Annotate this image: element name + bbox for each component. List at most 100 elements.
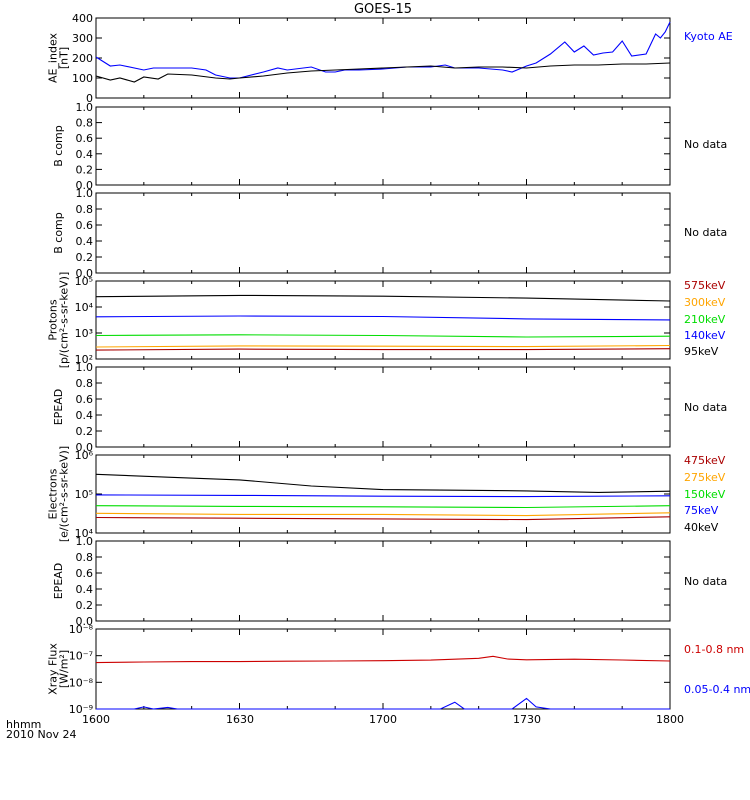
- y-tick-label: 10⁻⁸: [69, 676, 94, 689]
- y-tick-label: 0.8: [76, 551, 94, 564]
- y-tick-label: 0.2: [76, 251, 94, 264]
- y-tick-label: 0.2: [76, 163, 94, 176]
- no-data-label: No data: [684, 138, 727, 151]
- y-tick-label: 10⁻⁸: [69, 623, 94, 636]
- legend-label: 275keV: [684, 471, 726, 484]
- y-tick-label: 10⁵: [75, 488, 93, 501]
- legend-label: 140keV: [684, 329, 726, 342]
- series-line-275kev: [95, 512, 671, 517]
- y-tick-label: 0.6: [76, 219, 94, 232]
- x-axis: 1600 1630 1700 1730 1800 hhmm 2010 Nov 2…: [6, 713, 684, 741]
- y-tick-label: 0.8: [76, 117, 94, 130]
- chart-title: GOES-15: [354, 2, 412, 17]
- x-tick-1800: 1800: [656, 713, 684, 726]
- y-tick-label: 0.2: [76, 425, 94, 438]
- y-tick-label: 10²: [75, 353, 93, 366]
- y-tick-label: 0.0: [76, 179, 94, 192]
- date-label: 2010 Nov 24: [6, 728, 76, 741]
- series-line-300kev: [95, 344, 671, 348]
- series-line-575kev: [95, 348, 671, 351]
- x-tick-1730: 1730: [513, 713, 541, 726]
- y-tick-label: 0.8: [76, 377, 94, 390]
- y-tick-label: 0.6: [76, 393, 94, 406]
- legend-label: 0.05-0.4 nm: [684, 683, 750, 696]
- y-tick-label: 0.0: [76, 615, 94, 628]
- y-tick-label: 100: [72, 72, 93, 85]
- legend-label: 300keV: [684, 296, 726, 309]
- no-data-label: No data: [684, 401, 727, 414]
- y-axis-label: B comp: [52, 125, 65, 167]
- legend-label: 95keV: [684, 345, 719, 358]
- y-axis-label: [e/(cm²-s-sr-keV)]: [58, 446, 71, 542]
- y-tick-label: 1.0: [76, 187, 94, 200]
- y-axis-label: Xray Flux: [47, 643, 60, 695]
- series-line-210kev: [95, 334, 671, 338]
- series-line-140kev: [95, 315, 671, 321]
- y-tick-label: 300: [72, 32, 93, 45]
- panel-frame: [95, 628, 671, 710]
- legend-label: Kyoto AE: [684, 30, 733, 43]
- time-format-label: hhmm: [6, 718, 41, 731]
- y-tick-label: 0.4: [76, 583, 94, 596]
- no-data-label: No data: [684, 575, 727, 588]
- y-axis-label: [p/(cm²-s-sr-keV)]: [58, 272, 71, 369]
- y-tick-label: 0.4: [76, 409, 94, 422]
- y-tick-label: 10⁶: [75, 449, 94, 462]
- y-axis-label: AE_index: [47, 32, 60, 83]
- panel-frame: [95, 17, 671, 99]
- y-tick-label: 10⁴: [75, 301, 94, 314]
- series-line-75kev: [95, 494, 671, 498]
- series-line-kyoto-ae: [95, 21, 671, 79]
- panel-5: 0.0 0.2 0.4 0.6 0.8 1.0 EPEAD No data: [52, 361, 727, 454]
- panel-frame: [95, 366, 671, 448]
- y-tick-label: 0: [86, 92, 93, 105]
- series-line-150kev: [95, 505, 671, 509]
- legend-label: 75keV: [684, 504, 719, 517]
- series-line-95kev: [95, 294, 671, 302]
- legend-label: 210keV: [684, 313, 726, 326]
- y-axis-label: [nT]: [58, 47, 71, 69]
- panel-frame: [95, 192, 671, 274]
- panel-6: 10⁴ 10⁵ 10⁶ Electrons[e/(cm²-s-sr-keV)] 475k…: [47, 446, 726, 542]
- y-tick-label: 1.0: [76, 535, 94, 548]
- x-tick-1600: 1600: [82, 713, 110, 726]
- panel-4: 10² 10³ 10⁴ 10⁵ Protons[p/(cm²-s-sr-keV)] 575…: [47, 272, 726, 369]
- series-line-0-05-0-4-nm: [96, 697, 670, 710]
- y-tick-label: 0.2: [76, 599, 94, 612]
- y-tick-label: 10⁻⁹: [69, 703, 93, 716]
- y-tick-label: 0.4: [76, 148, 94, 161]
- y-tick-label: 10⁵: [75, 275, 93, 288]
- y-tick-label: 0.6: [76, 567, 94, 580]
- legend-label: Themis AE: [683, 0, 742, 3]
- no-data-label: No data: [684, 226, 727, 239]
- panel-7: 0.0 0.2 0.4 0.6 0.8 1.0 EPEAD No data: [52, 535, 727, 628]
- y-tick-label: 10³: [75, 327, 93, 340]
- series-line-themis-ae: [95, 62, 671, 83]
- y-tick-label: 10⁴: [75, 527, 94, 540]
- y-axis-label: [W/m²]: [58, 650, 71, 688]
- x-tick-1700: 1700: [369, 713, 397, 726]
- panels: 0 100 200 300 400 AE_index[nT] Kyoto AE Themis …: [47, 0, 750, 716]
- panel-3: 0.0 0.2 0.4 0.6 0.8 1.0 B comp No data: [52, 187, 727, 280]
- y-tick-label: 200: [72, 52, 93, 65]
- legend-label: 40keV: [684, 521, 719, 534]
- legend-label: 475keV: [684, 454, 726, 467]
- panel-frame: [95, 280, 671, 360]
- y-tick-label: 1.0: [76, 101, 94, 114]
- legend-label: 0.1-0.8 nm: [684, 643, 744, 656]
- panel-8: 10⁻⁹ 10⁻⁸ 10⁻⁷ 10⁻⁸ Xray Flux[W/m²] 0.1-0.8 n…: [47, 623, 750, 716]
- y-tick-label: 1.0: [76, 361, 94, 374]
- series-line-475kev: [95, 516, 671, 521]
- y-tick-label: 400: [72, 12, 93, 25]
- y-axis-label: EPEAD: [52, 563, 65, 600]
- y-axis-label: Protons: [47, 299, 60, 340]
- y-axis-label: Electrons: [47, 468, 60, 519]
- y-tick-label: 0.4: [76, 235, 94, 248]
- y-tick-label: 0.6: [76, 132, 94, 145]
- legend-label: 150keV: [684, 488, 726, 501]
- y-tick-label: 10⁻⁷: [69, 650, 93, 663]
- y-tick-label: 0.8: [76, 203, 94, 216]
- y-axis-label: B comp: [52, 212, 65, 254]
- panel-2: 0.0 0.2 0.4 0.6 0.8 1.0 B comp No data: [52, 101, 727, 192]
- series-line-0-1-0-8-nm: [95, 655, 671, 664]
